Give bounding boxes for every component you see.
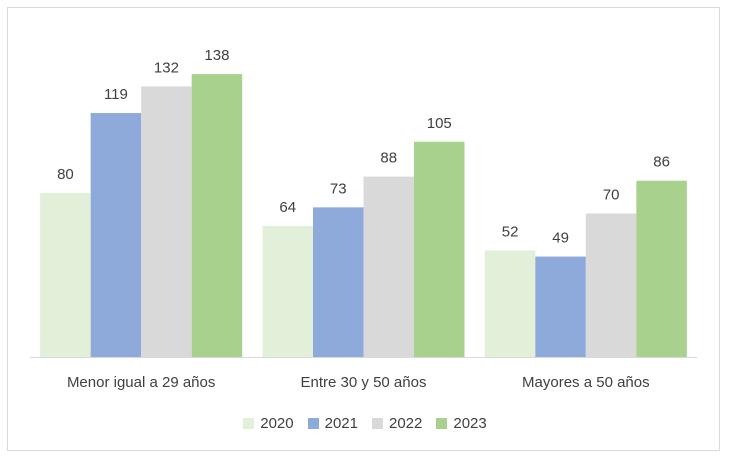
legend-label-2020: 2020 xyxy=(260,414,294,432)
legend-item-2023: 2023 xyxy=(436,414,487,432)
legend-swatch-2021 xyxy=(307,417,319,429)
data-label-2-2022: 70 xyxy=(603,187,620,204)
bar-2-2021 xyxy=(535,256,586,357)
bar-1-2022 xyxy=(363,176,414,357)
legend-swatch-2023 xyxy=(436,417,448,429)
legend-swatch-2020 xyxy=(243,417,255,429)
bar-1-2023 xyxy=(414,141,465,357)
data-label-0-2022: 132 xyxy=(154,59,179,76)
bar-1-2021 xyxy=(313,207,364,357)
legend-item-2020: 2020 xyxy=(243,414,294,432)
bar-0-2022 xyxy=(141,86,192,358)
data-label-1-2021: 73 xyxy=(330,180,347,197)
bar-0-2023 xyxy=(191,74,243,357)
data-label-0-2021: 119 xyxy=(104,86,128,103)
category-label-1: Entre 30 y 50 años xyxy=(301,374,427,391)
bar-2-2022 xyxy=(585,213,637,357)
legend-label-2021: 2021 xyxy=(324,414,358,432)
bar-0-2021 xyxy=(90,113,142,357)
bar-0-2020 xyxy=(40,193,91,357)
bar-2-2023 xyxy=(636,180,687,357)
legend-label-2022: 2022 xyxy=(389,414,423,432)
data-label-1-2023: 105 xyxy=(427,115,452,132)
data-label-2-2020: 52 xyxy=(502,223,519,240)
data-label-2-2021: 49 xyxy=(552,230,569,247)
legend-item-2021: 2021 xyxy=(307,414,358,432)
bar-2-2020 xyxy=(484,250,536,357)
legend-item-2022: 2022 xyxy=(372,415,422,432)
bar-1-2020 xyxy=(262,225,313,357)
legend: 2020 2021 2022 2023 xyxy=(0,412,730,434)
legend-swatch-2022 xyxy=(372,417,383,429)
category-label-2: Mayores a 50 años xyxy=(522,374,650,391)
data-label-1-2020: 64 xyxy=(279,199,296,216)
legend-label-2023: 2023 xyxy=(453,414,487,432)
data-label-0-2023: 138 xyxy=(204,47,229,64)
data-label-2-2023: 86 xyxy=(653,154,670,171)
category-label-0: Menor igual a 29 años xyxy=(67,374,215,391)
data-label-1-2022: 88 xyxy=(380,150,397,167)
data-label-0-2020: 80 xyxy=(57,166,74,183)
